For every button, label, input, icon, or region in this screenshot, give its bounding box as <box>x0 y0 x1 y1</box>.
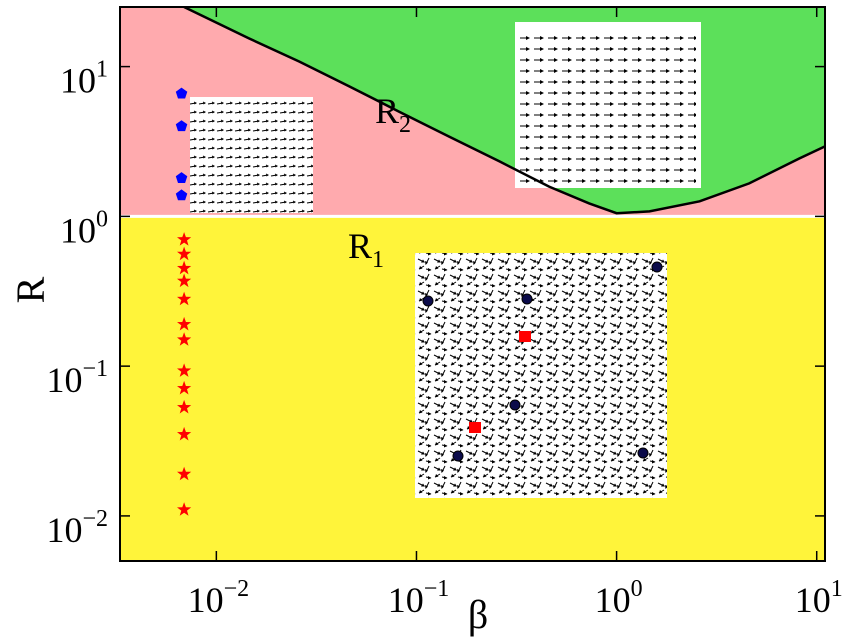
tick-exponent: 1 <box>96 57 108 83</box>
star-marker <box>177 246 192 261</box>
tick-base: 10 <box>388 580 424 620</box>
star-marker <box>177 332 192 346</box>
tick-label: 10−2 <box>46 506 108 550</box>
star-marker <box>177 232 192 246</box>
tick-exponent: −1 <box>424 576 450 602</box>
inset-defects <box>422 261 663 462</box>
plot-frame <box>119 6 826 562</box>
tick-exponent: −2 <box>82 506 108 532</box>
star-marker <box>177 399 192 414</box>
tick-base: 10 <box>595 580 631 620</box>
tick-exponent: −1 <box>82 356 108 382</box>
tick-base: 10 <box>60 61 96 101</box>
marks <box>120 7 825 516</box>
tick-label: 10−1 <box>46 356 108 400</box>
pentagon-marker <box>175 120 188 132</box>
star-marker <box>177 502 192 516</box>
x-axis-label: β <box>468 592 488 637</box>
star-marker <box>177 466 192 481</box>
insets <box>190 22 701 498</box>
tick-label: 101 <box>60 57 108 101</box>
region-label: R2 <box>375 91 411 138</box>
inset-squares <box>469 331 531 433</box>
tick-label: 100 <box>595 576 643 620</box>
tick-base: 10 <box>795 580 831 620</box>
star-marker <box>177 316 192 331</box>
star-marker <box>177 291 192 306</box>
star-marker <box>177 273 192 288</box>
star-marker <box>177 260 192 275</box>
inset-field <box>520 30 696 184</box>
tick-label: 10−1 <box>388 576 450 620</box>
inset-field <box>415 253 667 498</box>
tick-exponent: 0 <box>631 576 643 602</box>
star-marker <box>177 380 192 395</box>
pentagon-marker <box>175 87 188 99</box>
star-marker <box>177 363 192 377</box>
tick-base: 10 <box>188 580 224 620</box>
tick-base: 10 <box>46 510 82 550</box>
pentagon-marker <box>175 189 188 201</box>
region-label: R1 <box>348 226 384 273</box>
boundary-curve <box>183 7 825 215</box>
tick-label: 101 <box>795 576 843 620</box>
tick-base: 10 <box>60 210 96 250</box>
y-axis-label: R <box>8 276 53 303</box>
star-marker <box>177 426 192 441</box>
tick-label: 100 <box>60 206 108 250</box>
tick-label: 10−2 <box>188 576 250 620</box>
tick-exponent: −2 <box>224 576 250 602</box>
tick-exponent: 1 <box>831 576 843 602</box>
pentagon-marker <box>175 172 188 183</box>
tick-exponent: 0 <box>96 206 108 232</box>
inset-field <box>190 97 313 213</box>
tick-base: 10 <box>46 360 82 400</box>
